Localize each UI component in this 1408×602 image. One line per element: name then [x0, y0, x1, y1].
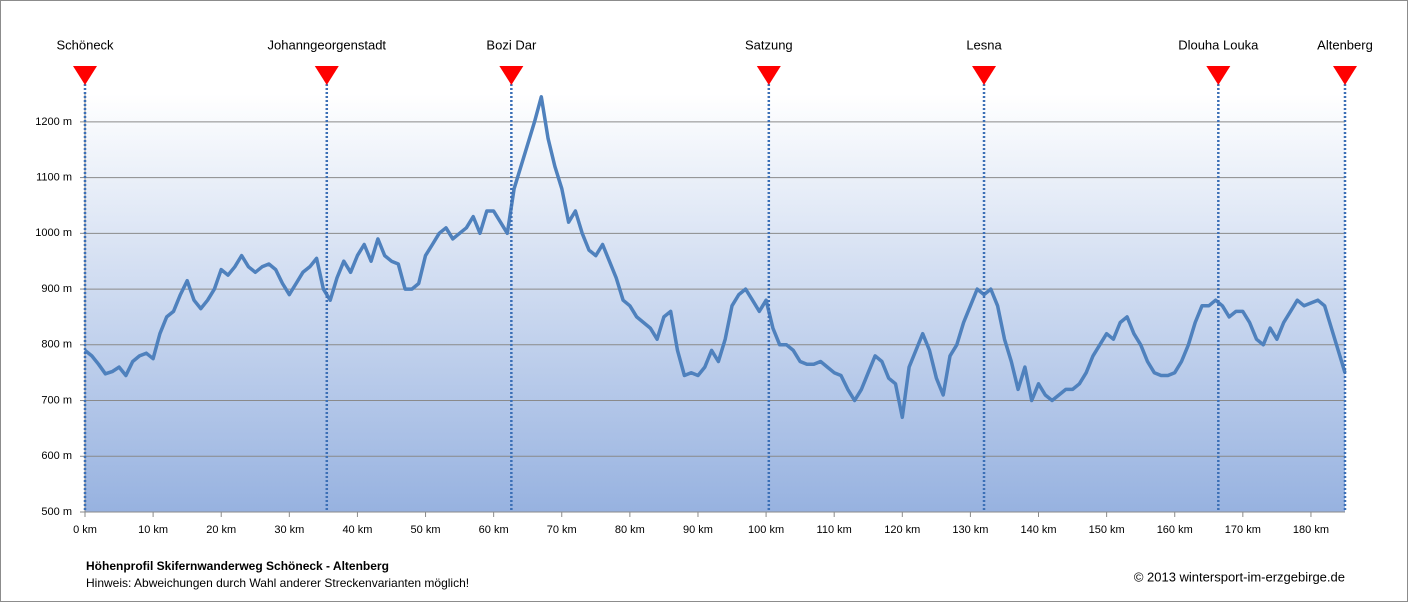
y-tick-label: 1000 m [35, 227, 72, 239]
x-tick-label: 20 km [206, 524, 236, 536]
copyright: © 2013 wintersport-im-erzgebirge.de [1134, 569, 1345, 584]
waypoint-marker [499, 66, 524, 85]
x-tick-label: 170 km [1225, 524, 1261, 536]
x-tick-label: 0 km [73, 524, 97, 536]
waypoint-label: Bozi Dar [486, 37, 537, 52]
y-tick-label: 600 m [41, 450, 72, 462]
x-tick-label: 10 km [138, 524, 168, 536]
waypoint-label: Altenberg [1317, 37, 1373, 52]
y-tick-label: 800 m [41, 339, 72, 351]
x-tick-label: 40 km [342, 524, 372, 536]
note: Hinweis: Abweichungen durch Wahl anderer… [86, 576, 469, 590]
waypoint-marker [1333, 66, 1357, 85]
waypoint-label: Lesna [966, 37, 1002, 52]
waypoint-marker [73, 66, 97, 85]
x-tick-label: 150 km [1089, 524, 1125, 536]
waypoint-marker [314, 66, 339, 85]
x-tick-label: 100 km [748, 524, 784, 536]
x-tick-label: 30 km [274, 524, 304, 536]
waypoint-label: Schöneck [56, 37, 114, 52]
y-tick-label: 1100 m [36, 172, 72, 184]
chart-title: Höhenprofil Skifernwanderweg Schöneck - … [86, 559, 389, 573]
x-tick-label: 120 km [884, 524, 920, 536]
x-tick-label: 180 km [1293, 524, 1329, 536]
x-tick-label: 160 km [1157, 524, 1193, 536]
waypoint-marker [756, 66, 781, 85]
y-tick-label: 900 m [41, 283, 72, 295]
waypoint-label: Johanngeorgenstadt [268, 37, 387, 52]
waypoint-marker [972, 66, 997, 85]
x-tick-label: 140 km [1020, 524, 1056, 536]
x-tick-label: 80 km [615, 524, 645, 536]
plot-area [85, 94, 1345, 512]
x-tick-label: 70 km [547, 524, 577, 536]
elevation-line [83, 95, 1347, 420]
x-tick-label: 90 km [683, 524, 713, 536]
y-tick-label: 500 m [41, 506, 72, 518]
x-tick-label: 110 km [817, 524, 852, 536]
waypoint-marker [1206, 66, 1231, 85]
x-tick-label: 50 km [411, 524, 441, 536]
waypoint-label: Satzung [745, 37, 793, 52]
y-tick-label: 1200 m [35, 116, 72, 128]
y-tick-label: 700 m [41, 394, 72, 406]
x-tick-label: 130 km [952, 524, 988, 536]
waypoint-label: Dlouha Louka [1178, 37, 1259, 52]
x-tick-label: 60 km [479, 524, 509, 536]
